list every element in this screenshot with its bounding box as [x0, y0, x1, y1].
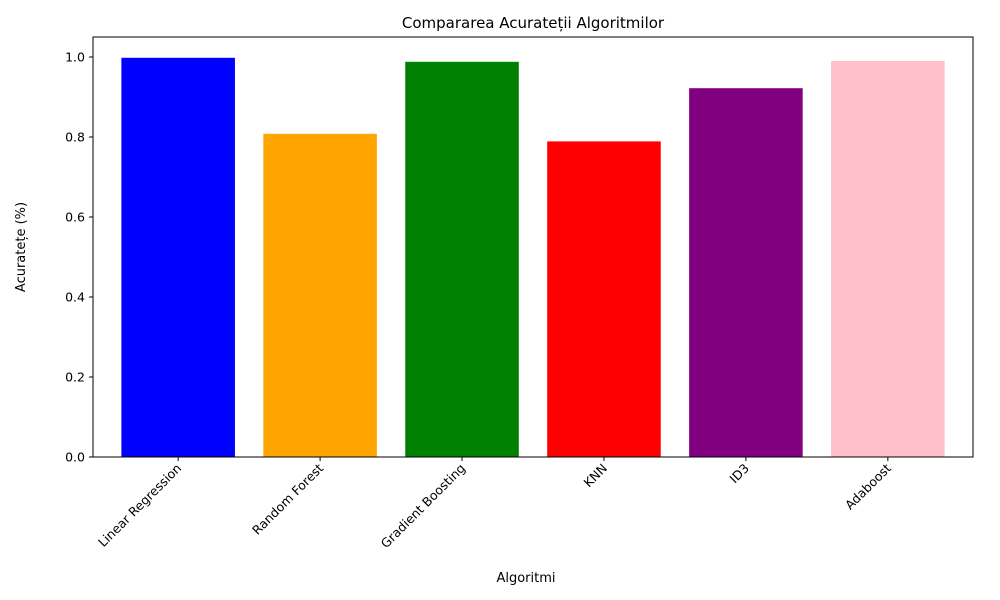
- bar-knn: [547, 141, 661, 457]
- y-tick-label: 0.0: [65, 450, 85, 465]
- y-axis-ticks: 0.0 0.2 0.4 0.6 0.8 1.0: [65, 50, 93, 465]
- y-tick-label: 0.8: [65, 130, 85, 145]
- bars: [121, 57, 945, 458]
- y-tick-label: 0.2: [65, 370, 85, 385]
- y-tick-label: 1.0: [65, 50, 85, 65]
- x-axis-label: Algoritmi: [496, 571, 555, 586]
- bar-linear-regression: [121, 57, 235, 458]
- plot-frame: [92, 36, 974, 458]
- y-tick-label: 0.6: [65, 210, 85, 225]
- bar-adaboost: [831, 61, 945, 457]
- chart-title: Compararea Acurateții Algoritmilor: [402, 14, 665, 32]
- bar-gradient-boosting: [405, 61, 519, 458]
- bar-random-forest: [263, 133, 377, 458]
- y-axis-label: Acuratețe (%): [14, 202, 29, 292]
- bar-id3: [689, 88, 803, 457]
- y-tick-label: 0.4: [65, 290, 85, 305]
